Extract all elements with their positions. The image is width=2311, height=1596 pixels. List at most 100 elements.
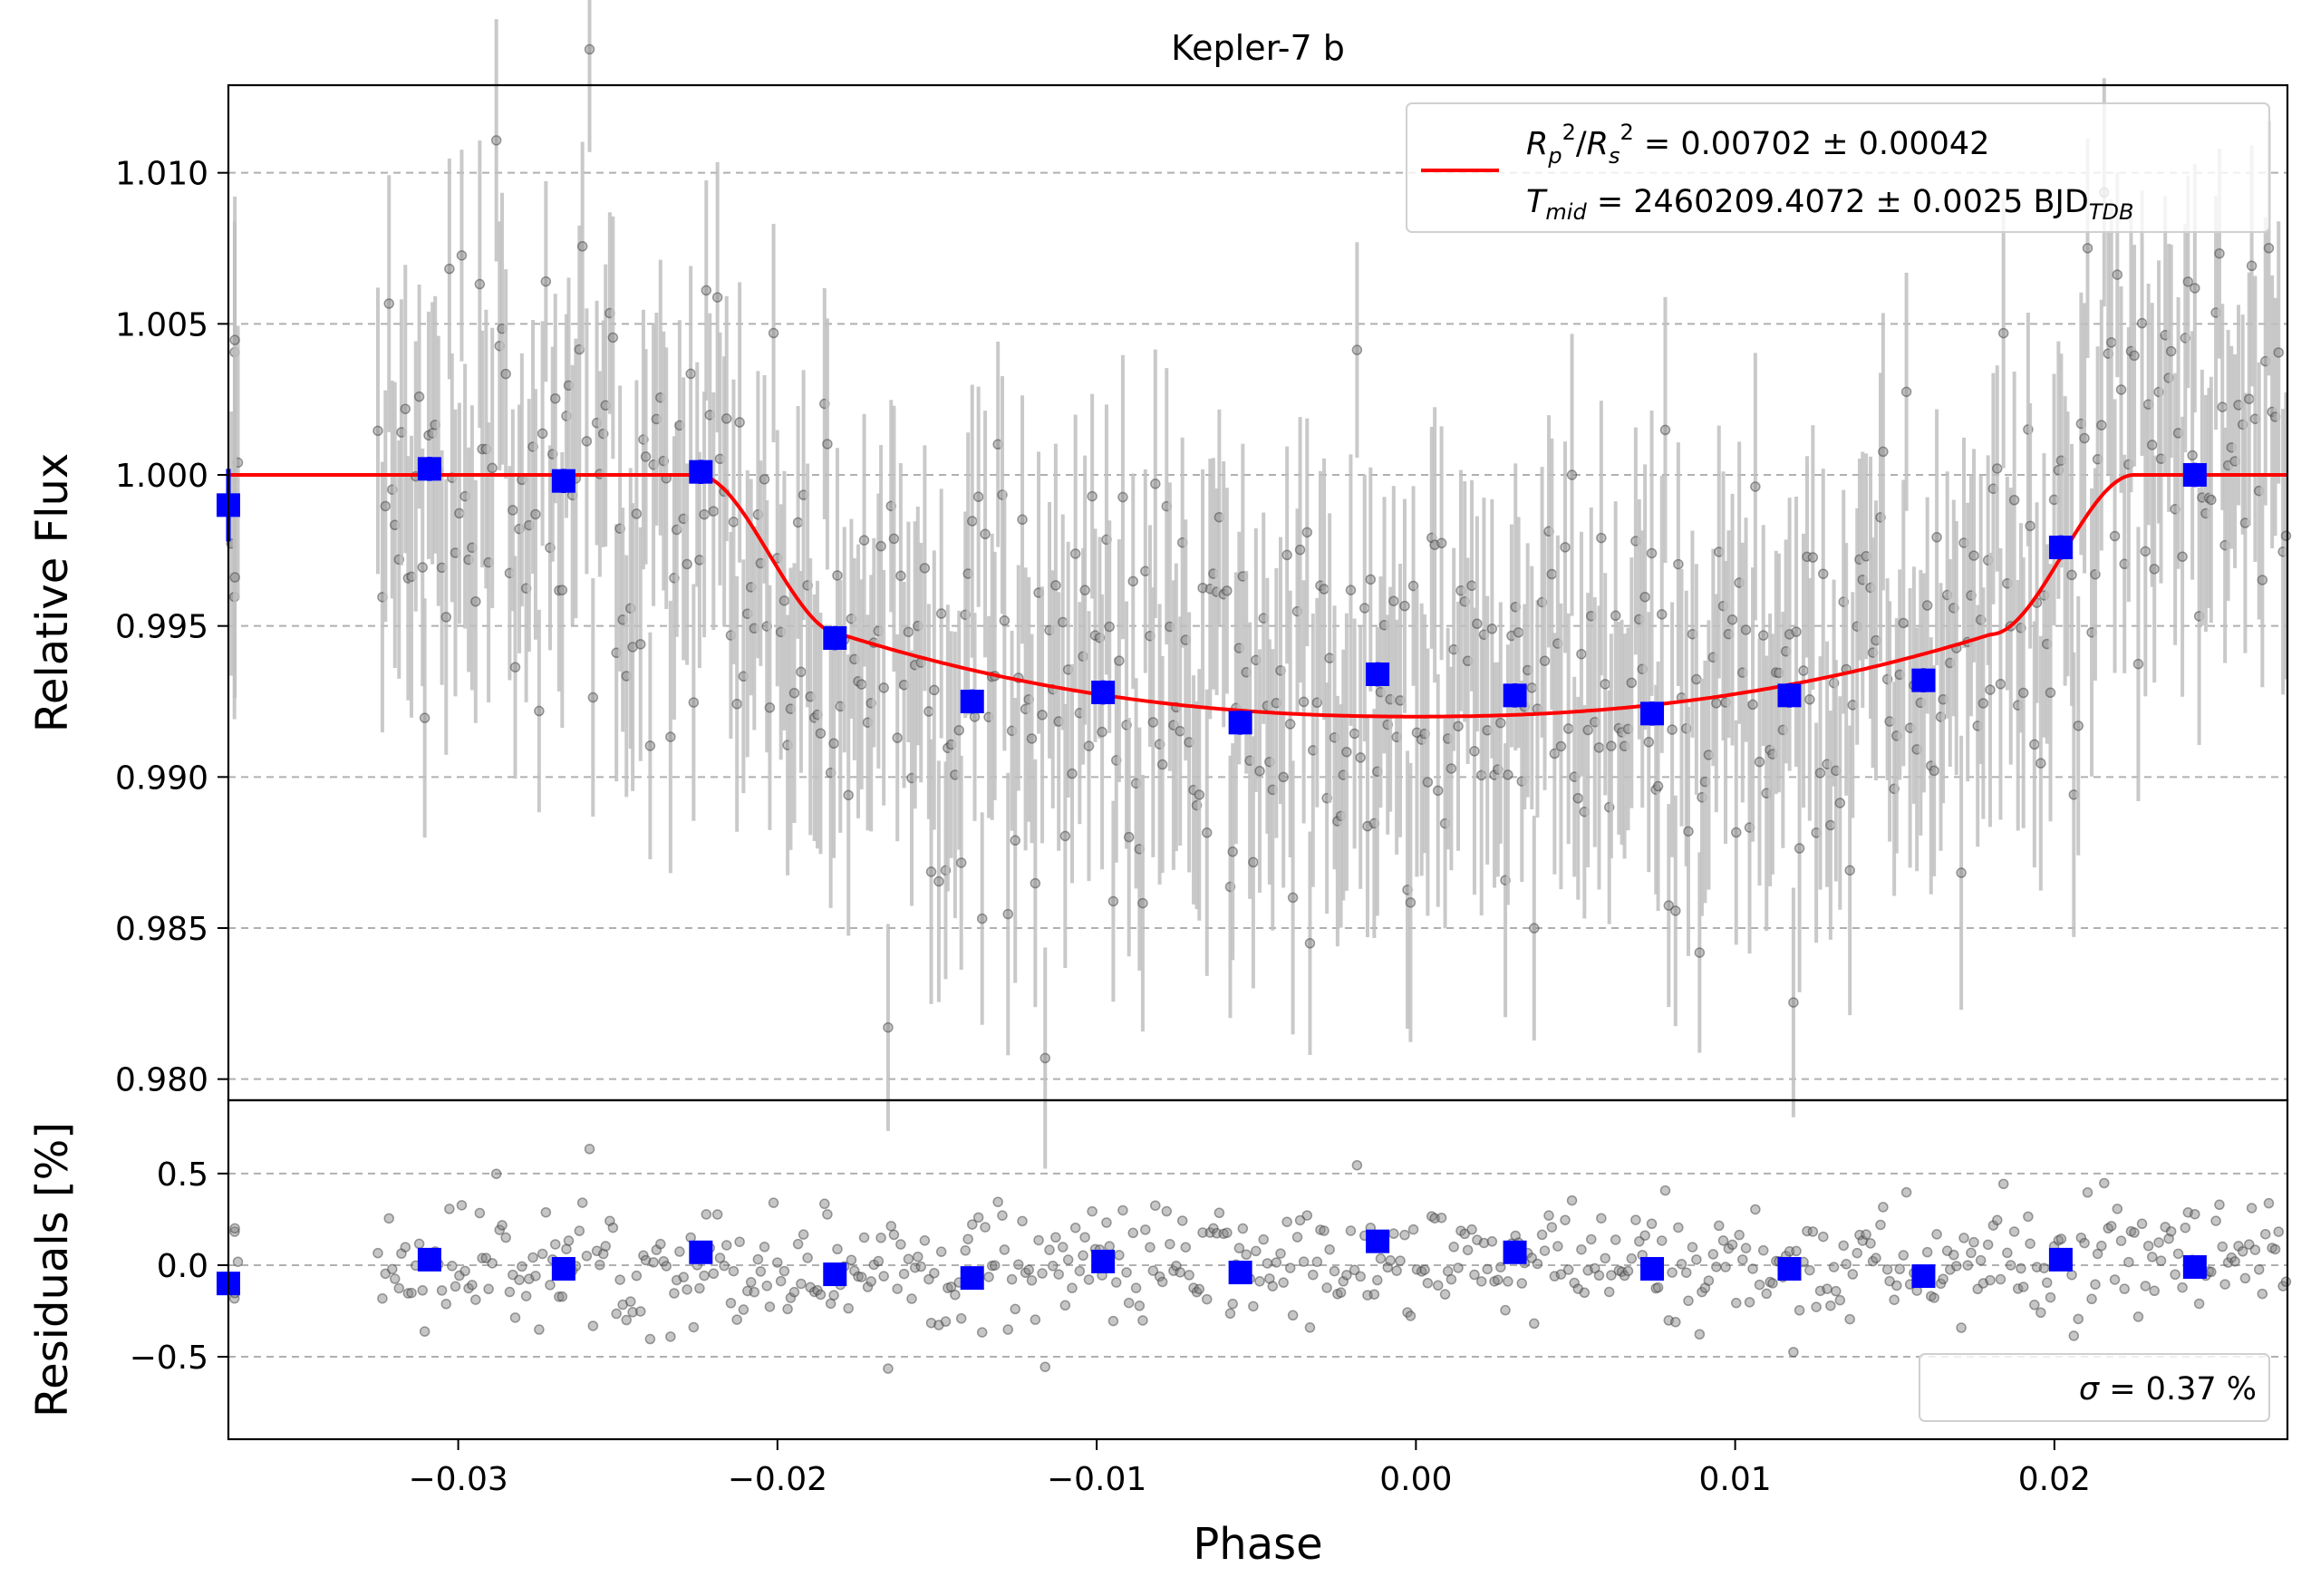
flux-raw-point (1600, 679, 1610, 690)
residuals-raw-point (1197, 1227, 1208, 1238)
residuals-raw-point (1059, 1300, 1071, 1311)
residuals-raw-point (1811, 1301, 1822, 1312)
flux-raw-point (1757, 630, 1769, 641)
flux-binned-point (1228, 711, 1252, 735)
residuals-raw-point (1713, 1220, 1725, 1232)
flux-raw-point (1287, 892, 1299, 904)
residuals-y-axis-label: Residuals [%] (27, 1122, 78, 1417)
residuals-raw-point (232, 1256, 244, 1267)
residuals-raw-point (2239, 1272, 2251, 1284)
flux-raw-point (1673, 558, 1684, 570)
residuals-raw-point (1894, 1263, 1905, 1275)
residuals-raw-point (400, 1242, 411, 1253)
residuals-raw-point (1841, 1259, 1852, 1270)
flux-raw-point (1222, 585, 1233, 596)
flux-raw-point (843, 789, 854, 801)
residuals-raw-point (1881, 1263, 1893, 1275)
flux-raw-point (1341, 746, 1352, 758)
residuals-raw-point (1278, 1277, 1289, 1288)
residuals-y-tick-label: 0.0 (157, 1248, 208, 1285)
residuals-raw-point (1271, 1257, 1282, 1268)
flux-raw-point (1079, 585, 1090, 595)
residuals-raw-point (467, 1280, 478, 1291)
residuals-raw-point (1807, 1226, 1819, 1237)
flux-raw-point (509, 662, 521, 672)
residuals-raw-point (2155, 1255, 2167, 1266)
residuals-raw-point (1626, 1253, 1638, 1264)
residuals-raw-point (587, 1320, 599, 1331)
flux-raw-point (935, 608, 947, 619)
residuals-raw-point (611, 1308, 622, 1320)
flux-raw-point (1731, 827, 1742, 838)
flux-raw-point (549, 392, 561, 404)
flux-raw-point (1388, 595, 1399, 606)
residuals-raw-point (898, 1268, 910, 1280)
residuals-raw-point (1754, 1279, 1765, 1291)
residuals-raw-point (1010, 1303, 1020, 1315)
flux-raw-point (2105, 337, 2117, 348)
residuals-raw-point (1355, 1271, 1366, 1282)
flux-raw-point (2129, 350, 2140, 362)
flux-raw-point (2214, 247, 2225, 259)
residuals-raw-point (822, 1209, 833, 1220)
residuals-raw-point (2119, 1283, 2130, 1294)
residuals-raw-point (1898, 1250, 1910, 1261)
residuals-raw-point (549, 1239, 561, 1250)
residuals-raw-point (1053, 1269, 1064, 1280)
flux-raw-point (1030, 877, 1041, 889)
residuals-raw-point (2136, 1218, 2148, 1230)
residuals-raw-point (2149, 1285, 2160, 1297)
flux-raw-point (1606, 740, 1617, 751)
flux-raw-point (400, 403, 411, 414)
residuals-raw-point (711, 1209, 723, 1220)
residuals-raw-point (1543, 1210, 1554, 1221)
chart-title: Kepler-7 b (1171, 28, 1345, 68)
residuals-raw-point (1691, 1254, 1702, 1265)
residuals-binned-point (823, 1262, 847, 1287)
residuals-raw-point (731, 1314, 742, 1325)
flux-y-tick-label: 0.985 (115, 911, 208, 948)
residuals-raw-point (983, 1272, 994, 1282)
residuals-raw-point (229, 1226, 240, 1237)
residuals-raw-point (1287, 1310, 1299, 1321)
flux-raw-point (1791, 626, 1802, 637)
residuals-raw-point (419, 1326, 430, 1337)
residuals-raw-point (1731, 1297, 1742, 1309)
flux-raw-point (508, 505, 518, 516)
residuals-raw-point (788, 1286, 800, 1298)
flux-raw-point (1002, 908, 1013, 920)
residuals-raw-point (1017, 1215, 1028, 1227)
flux-raw-point (1407, 580, 1419, 592)
residuals-binned-point (2048, 1247, 2073, 1272)
flux-raw-point (875, 540, 886, 552)
residuals-raw-point (1562, 1264, 1574, 1275)
residuals-binned-point (2182, 1254, 2207, 1279)
residuals-raw-point (1006, 1273, 1018, 1285)
flux-raw-point (1010, 835, 1020, 846)
legend: Rp2/Rs2 = 0.00702 ± 0.00042 Tmid = 24602… (1406, 102, 2270, 233)
residuals-raw-point (878, 1271, 889, 1282)
residuals-raw-point (2193, 1298, 2205, 1310)
residuals-raw-point (1600, 1253, 1610, 1264)
flux-raw-point (417, 562, 428, 573)
residuals-raw-point (2055, 1233, 2067, 1244)
residuals-raw-point (2086, 1293, 2097, 1305)
residuals-raw-point (734, 1236, 745, 1247)
residuals-raw-point (1241, 1249, 1252, 1261)
residuals-raw-point (631, 1270, 643, 1282)
residuals-raw-point (1087, 1205, 1097, 1217)
flux-raw-point (1539, 655, 1551, 666)
flux-raw-point (1284, 719, 1296, 730)
residuals-raw-point (1351, 1159, 1363, 1171)
residuals-raw-point (477, 1253, 488, 1263)
residuals-raw-point (556, 1291, 568, 1302)
flux-raw-point (1432, 785, 1444, 797)
residuals-raw-point (775, 1275, 787, 1287)
residuals-raw-point (915, 1261, 926, 1272)
residuals-raw-point (1847, 1269, 1859, 1280)
flux-raw-point (888, 533, 900, 545)
residuals-raw-point (1652, 1282, 1664, 1293)
residuals-raw-point (782, 1303, 793, 1315)
flux-raw-point (1646, 547, 1658, 559)
residuals-raw-point (1013, 1259, 1024, 1271)
